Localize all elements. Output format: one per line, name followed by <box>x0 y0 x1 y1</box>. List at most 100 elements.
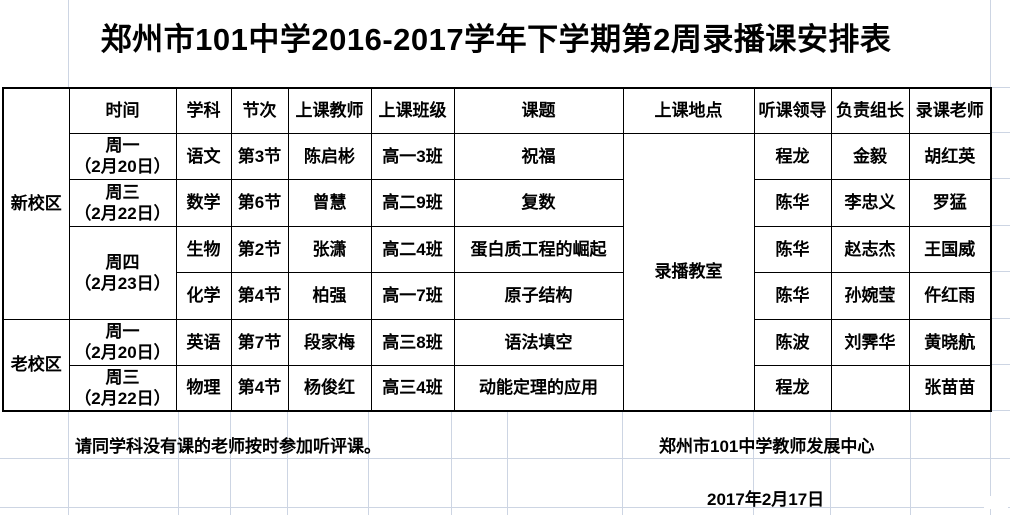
gridline-vertical <box>230 412 231 515</box>
sheet-title: 郑州市101中学2016-2017学年下学期第2周录播课安排表 <box>100 22 892 57</box>
header-time[interactable]: 时间 <box>68 87 177 134</box>
header-subject[interactable]: 学科 <box>175 87 232 134</box>
cell-r2-subject[interactable]: 数学 <box>175 178 232 227</box>
cell-r3-group-leader[interactable]: 赵志杰 <box>830 225 910 273</box>
cell-r6-teacher[interactable]: 杨俊红 <box>287 364 372 412</box>
cell-r2-day: 周三 <box>105 182 140 202</box>
gridline-horizontal <box>0 507 1010 508</box>
cell-r4-period[interactable]: 第4节 <box>230 271 289 320</box>
cell-r5-class[interactable]: 高三8班 <box>370 318 455 366</box>
gridline-vertical <box>910 412 911 515</box>
cell-r6-subject[interactable]: 物理 <box>175 364 232 412</box>
table-row: 化学 第4节 柏强 高一7班 原子结构 陈华 孙婉莹 仵红雨 <box>3 271 992 320</box>
header-topic[interactable]: 课题 <box>453 87 624 134</box>
cell-r3-recorder[interactable]: 王国威 <box>908 225 992 273</box>
gridline-vertical <box>753 412 754 515</box>
cell-r1-class[interactable]: 高一3班 <box>370 132 455 180</box>
cell-r2-topic[interactable]: 复数 <box>453 178 624 227</box>
footer-date[interactable]: 2017年2月17日 <box>707 490 825 509</box>
header-group-leader[interactable]: 负责组长 <box>830 87 910 134</box>
gridline-horizontal <box>992 178 1010 179</box>
cell-r5-topic[interactable]: 语法填空 <box>453 318 624 366</box>
cell-r4-leader[interactable]: 陈华 <box>753 271 832 320</box>
cell-r1-topic[interactable]: 祝福 <box>453 132 624 180</box>
footer-org[interactable]: 郑州市101中学教师发展中心 <box>659 437 875 456</box>
gridline-horizontal <box>992 271 1010 272</box>
cell-r4-teacher[interactable]: 柏强 <box>287 271 372 320</box>
cell-r3-leader[interactable]: 陈华 <box>753 225 832 273</box>
table-row: 周一 （2月20日） 语文 第3节 陈启彬 高一3班 祝福 录播教室 程龙 金毅… <box>3 132 992 412</box>
cell-r5-teacher[interactable]: 段家梅 <box>287 318 372 366</box>
cell-r4-recorder[interactable]: 仵红雨 <box>908 271 992 320</box>
cell-r3-time[interactable]: 周四 （2月23日） <box>68 225 177 320</box>
table-row: 老校区 周一 （2月20日） 英语 第7节 段家梅 高三8班 语法填空 陈波 刘… <box>2 318 992 412</box>
header-teacher[interactable]: 上课教师 <box>287 87 372 134</box>
cell-r6-class[interactable]: 高三4班 <box>370 364 455 412</box>
cell-r2-recorder[interactable]: 罗猛 <box>908 178 992 227</box>
cell-r4-group-leader[interactable]: 孙婉莹 <box>830 271 910 320</box>
cell-campus-old[interactable]: 老校区 <box>2 318 70 412</box>
cell-r3-teacher[interactable]: 张潇 <box>287 225 372 273</box>
cell-r5-subject[interactable]: 英语 <box>175 318 232 366</box>
cell-r2-period[interactable]: 第6节 <box>230 178 289 227</box>
cell-r6-leader[interactable]: 程龙 <box>753 364 832 412</box>
cell-r2-teacher[interactable]: 曾慧 <box>287 178 372 227</box>
gridline-vertical <box>990 412 991 515</box>
gridline-vertical <box>178 412 179 515</box>
table-row: 周三 （2月22日） 数学 第6节 曾慧 高二9班 复数 陈华 李忠义 罗猛 <box>3 178 992 227</box>
cell-r1-teacher[interactable]: 陈启彬 <box>287 132 372 180</box>
cell-r5-date: （2月20日） <box>74 343 171 362</box>
cell-r2-leader[interactable]: 陈华 <box>753 178 832 227</box>
cell-r2-group-leader[interactable]: 李忠义 <box>830 178 910 227</box>
schedule-table: 新校区 时间 学科 节次 上课教师 上课班级 课题 上课地点 听课领导 负责组长… <box>2 87 992 412</box>
gridline-vertical <box>507 412 508 515</box>
gridline-horizontal <box>0 458 1010 459</box>
gridline-horizontal <box>992 87 1010 88</box>
gridline-vertical <box>68 0 69 87</box>
header-leader[interactable]: 听课领导 <box>753 87 832 134</box>
cell-r6-group-leader[interactable] <box>830 364 910 412</box>
cell-r6-recorder[interactable]: 张苗苗 <box>908 364 992 412</box>
cell-r1-day: 周一 <box>105 136 140 155</box>
cell-r1-date: （2月20日） <box>74 157 171 176</box>
footer-note[interactable]: 请同学科没有课的老师按时参加听评课。 <box>75 437 381 456</box>
cell-r1-period[interactable]: 第3节 <box>230 132 289 180</box>
cell-location-value[interactable]: 录播教室 <box>622 132 755 412</box>
cell-r3-class[interactable]: 高二4班 <box>370 225 455 273</box>
cell-r6-time[interactable]: 周三 （2月22日） <box>68 364 177 412</box>
cell-r1-leader[interactable]: 程龙 <box>753 132 832 180</box>
cell-r2-time[interactable]: 周三 （2月22日） <box>68 178 177 227</box>
cell-campus-new[interactable]: 新校区 <box>2 87 70 320</box>
header-class[interactable]: 上课班级 <box>370 87 455 134</box>
cell-r6-date: （2月22日） <box>74 388 171 408</box>
gridline-horizontal <box>992 318 1010 319</box>
header-recorder[interactable]: 录课老师 <box>908 87 992 134</box>
cell-r6-topic[interactable]: 动能定理的应用 <box>453 364 624 412</box>
cell-r5-leader[interactable]: 陈波 <box>753 318 832 366</box>
cell-r3-topic[interactable]: 蛋白质工程的崛起 <box>453 225 624 273</box>
cell-r6-period[interactable]: 第4节 <box>230 364 289 412</box>
cell-r4-topic[interactable]: 原子结构 <box>453 271 624 320</box>
cell-r4-subject[interactable]: 化学 <box>175 271 232 320</box>
table-row: 周四 （2月23日） 生物 第2节 张潇 高二4班 蛋白质工程的崛起 陈华 赵志… <box>3 225 992 320</box>
gridline-vertical <box>68 412 69 515</box>
cell-r5-period[interactable]: 第7节 <box>230 318 289 366</box>
header-location[interactable]: 上课地点 <box>622 87 755 134</box>
cell-r5-time[interactable]: 周一 （2月20日） <box>68 318 177 366</box>
cell-r1-time[interactable]: 周一 （2月20日） <box>68 132 177 180</box>
cell-r3-period[interactable]: 第2节 <box>230 225 289 273</box>
gridline-vertical <box>368 412 369 515</box>
cell-r3-subject[interactable]: 生物 <box>175 225 232 273</box>
cell-r2-class[interactable]: 高二9班 <box>370 178 455 227</box>
cell-r5-group-leader[interactable]: 刘霁华 <box>830 318 910 366</box>
cell-r1-recorder[interactable]: 胡红英 <box>908 132 992 180</box>
cell-r3-day: 周四 <box>105 252 140 272</box>
cell-r4-class[interactable]: 高一7班 <box>370 271 455 320</box>
cell-r1-subject[interactable]: 语文 <box>175 132 232 180</box>
header-row: 新校区 时间 学科 节次 上课教师 上课班级 课题 上课地点 听课领导 负责组长… <box>2 87 992 320</box>
header-period[interactable]: 节次 <box>230 87 289 134</box>
cell-r5-recorder[interactable]: 黄晓航 <box>908 318 992 366</box>
gridline-horizontal <box>992 364 1010 365</box>
cell-r1-group-leader[interactable]: 金毅 <box>830 132 910 180</box>
